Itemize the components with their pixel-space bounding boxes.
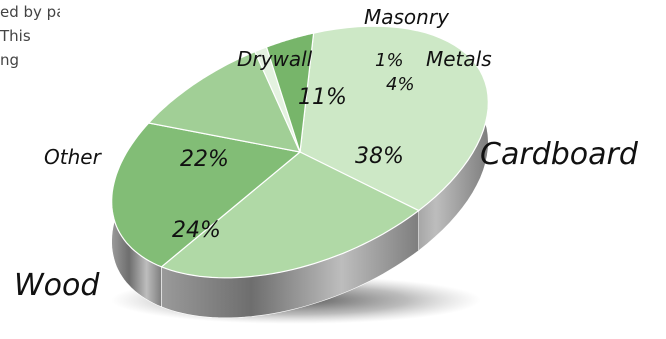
value-label-wood: 24% — [172, 218, 221, 243]
value-label-cardboard: 38% — [355, 144, 404, 169]
text-line-3: ng — [0, 51, 20, 69]
pie-slice-metals — [265, 32, 315, 153]
pie-slice-drywall — [147, 50, 302, 153]
value-label-masonry: 1% — [375, 50, 404, 71]
body-text-fragment: ed by passed This ng — [0, 0, 60, 90]
text-line-1: ed by passed — [0, 3, 60, 21]
value-label-metals: 4% — [386, 74, 415, 95]
category-label-metals: Metals — [426, 47, 492, 71]
pie-slice-other — [111, 122, 302, 268]
category-label-wood: Wood — [14, 268, 100, 303]
pie-slice-cardboard — [299, 25, 489, 212]
value-label-drywall: 11% — [298, 85, 347, 110]
category-label-drywall: Drywall — [237, 47, 313, 71]
pie-slice-masonry — [254, 46, 301, 153]
category-label-masonry: Masonry — [364, 5, 450, 29]
category-label-cardboard: Cardboard — [480, 137, 639, 172]
category-label-other: Other — [44, 145, 103, 169]
pie-slice-wood — [160, 151, 420, 279]
value-label-other: 22% — [180, 147, 229, 172]
text-line-2: This — [0, 27, 31, 45]
pie-slices — [111, 25, 489, 279]
